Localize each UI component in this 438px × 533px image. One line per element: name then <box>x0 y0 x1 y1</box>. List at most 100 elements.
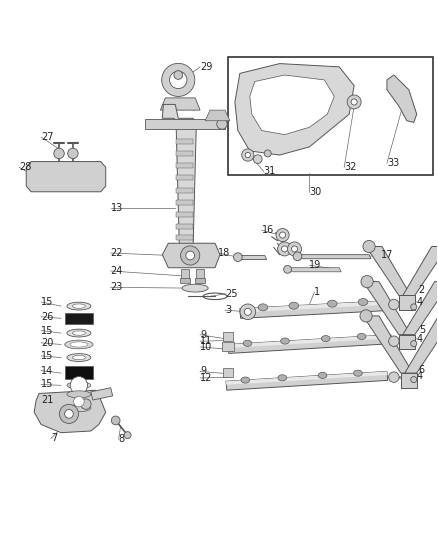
Circle shape <box>288 242 301 256</box>
Text: 15: 15 <box>41 297 53 307</box>
Bar <box>65 313 93 324</box>
Ellipse shape <box>289 302 299 309</box>
Polygon shape <box>235 63 354 155</box>
Bar <box>176 151 193 156</box>
Ellipse shape <box>70 342 88 347</box>
Text: 30: 30 <box>309 187 321 197</box>
Text: 5: 5 <box>419 325 425 335</box>
Circle shape <box>347 95 361 109</box>
Polygon shape <box>226 372 388 390</box>
Circle shape <box>180 246 200 265</box>
Circle shape <box>351 99 357 105</box>
Text: 25: 25 <box>225 289 237 299</box>
Polygon shape <box>250 75 334 135</box>
Circle shape <box>242 149 254 161</box>
Ellipse shape <box>72 356 85 360</box>
Circle shape <box>411 304 417 310</box>
Ellipse shape <box>318 372 327 378</box>
Circle shape <box>411 376 417 383</box>
Bar <box>176 235 193 240</box>
Polygon shape <box>228 335 392 353</box>
Circle shape <box>68 148 78 159</box>
Ellipse shape <box>67 302 91 310</box>
Bar <box>223 332 233 341</box>
Text: 4: 4 <box>417 370 423 381</box>
Text: 9: 9 <box>200 330 206 340</box>
Text: 22: 22 <box>111 248 123 258</box>
Ellipse shape <box>72 304 85 308</box>
Ellipse shape <box>241 377 250 383</box>
Circle shape <box>361 276 373 288</box>
Text: 31: 31 <box>264 166 276 176</box>
Text: 1: 1 <box>314 287 321 297</box>
Polygon shape <box>363 281 411 335</box>
Bar <box>176 175 193 180</box>
Circle shape <box>254 155 262 164</box>
Text: 33: 33 <box>387 158 399 168</box>
Circle shape <box>244 308 251 316</box>
Polygon shape <box>226 372 387 385</box>
Ellipse shape <box>67 405 91 411</box>
Polygon shape <box>240 301 394 312</box>
Circle shape <box>389 372 399 382</box>
Bar <box>176 212 193 217</box>
Text: 6: 6 <box>419 365 425 375</box>
Circle shape <box>162 63 195 96</box>
Polygon shape <box>91 388 113 400</box>
Circle shape <box>74 397 84 407</box>
Circle shape <box>276 229 289 241</box>
Polygon shape <box>65 394 93 408</box>
Text: 2: 2 <box>419 285 425 295</box>
Polygon shape <box>162 104 196 245</box>
Polygon shape <box>26 161 106 192</box>
Circle shape <box>360 310 372 322</box>
Text: 15: 15 <box>41 326 53 336</box>
Polygon shape <box>300 255 371 259</box>
Ellipse shape <box>67 382 91 389</box>
Polygon shape <box>401 373 417 388</box>
Ellipse shape <box>67 353 91 361</box>
Polygon shape <box>240 301 395 318</box>
Text: 14: 14 <box>41 366 53 376</box>
Circle shape <box>389 299 399 310</box>
Polygon shape <box>403 246 438 295</box>
Circle shape <box>186 251 194 260</box>
Circle shape <box>282 246 288 252</box>
Circle shape <box>279 232 286 238</box>
Ellipse shape <box>353 370 362 376</box>
Ellipse shape <box>65 340 93 349</box>
Bar <box>228 57 433 175</box>
Text: 18: 18 <box>218 248 230 258</box>
Polygon shape <box>228 335 391 348</box>
Text: 29: 29 <box>200 62 212 72</box>
Circle shape <box>264 150 271 157</box>
Circle shape <box>293 252 302 261</box>
Circle shape <box>170 71 187 88</box>
Circle shape <box>291 246 297 252</box>
Bar <box>222 342 234 351</box>
Text: 3: 3 <box>225 305 231 315</box>
Bar <box>176 188 193 192</box>
Circle shape <box>245 152 251 158</box>
Polygon shape <box>160 98 200 110</box>
Polygon shape <box>290 268 341 272</box>
Text: 23: 23 <box>111 282 123 292</box>
Circle shape <box>65 409 73 418</box>
Ellipse shape <box>67 329 91 337</box>
Polygon shape <box>180 278 190 283</box>
Polygon shape <box>240 255 267 260</box>
Circle shape <box>60 405 78 423</box>
Polygon shape <box>405 316 438 373</box>
Ellipse shape <box>182 284 208 292</box>
Text: 21: 21 <box>41 395 53 405</box>
Text: 7: 7 <box>51 433 57 443</box>
Ellipse shape <box>243 340 252 346</box>
Bar <box>176 139 193 143</box>
Text: 12: 12 <box>200 373 212 383</box>
Text: 19: 19 <box>309 260 321 270</box>
Polygon shape <box>195 278 205 283</box>
Ellipse shape <box>357 334 366 340</box>
Bar <box>223 368 233 377</box>
Polygon shape <box>363 316 413 373</box>
Text: 16: 16 <box>262 225 274 235</box>
